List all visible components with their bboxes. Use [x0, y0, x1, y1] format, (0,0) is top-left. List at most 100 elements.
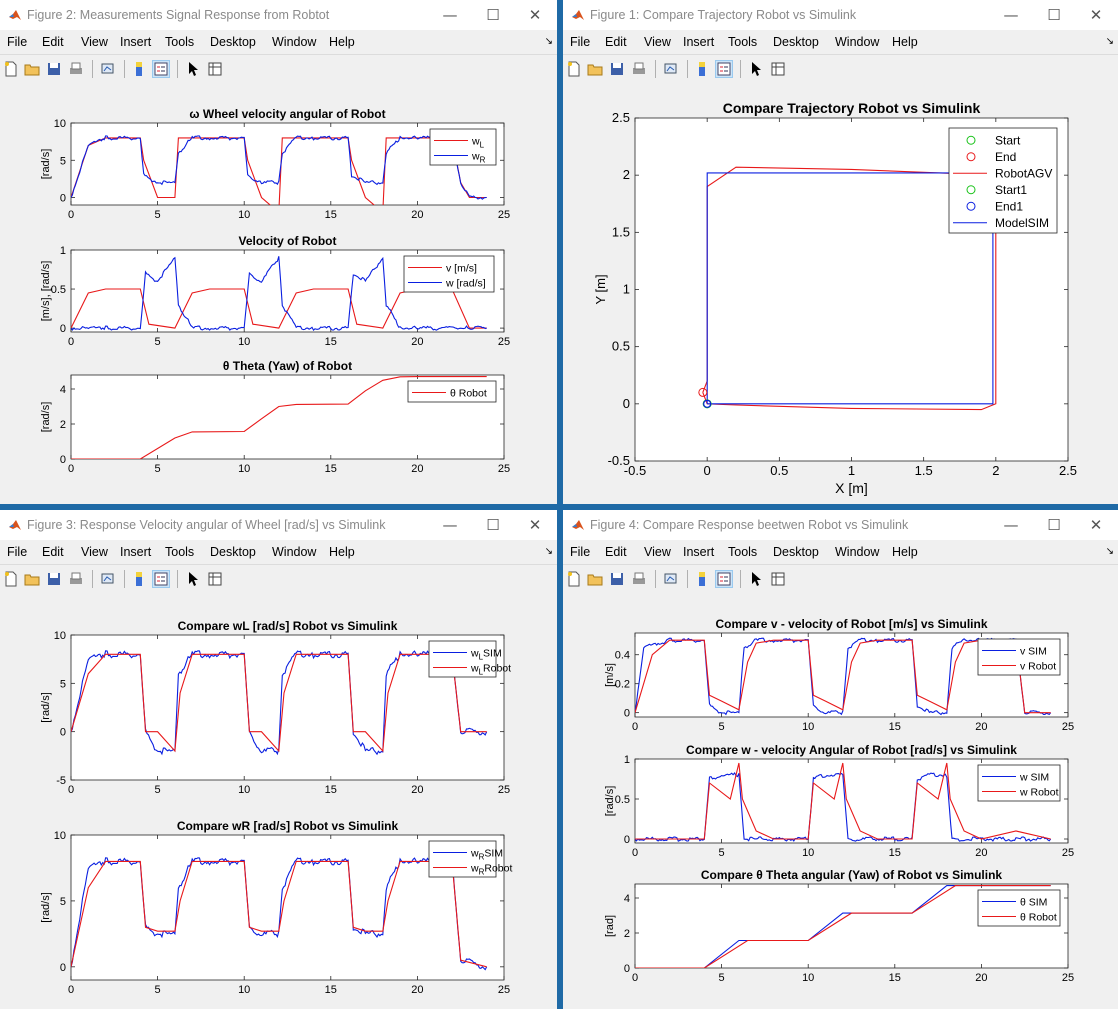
new-figure-icon[interactable]: [3, 571, 19, 587]
menu-tools[interactable]: Tools: [165, 35, 195, 49]
legend[interactable]: [977, 889, 1061, 927]
insert-colorbar-icon[interactable]: [131, 571, 147, 587]
menu-window[interactable]: Window: [835, 545, 880, 559]
menu-view[interactable]: View: [81, 545, 108, 559]
maximize-button[interactable]: ☐: [486, 516, 500, 534]
insert-legend-icon[interactable]: [715, 570, 733, 588]
save-icon[interactable]: [46, 61, 62, 77]
open-file-icon[interactable]: [587, 571, 603, 587]
menu-view[interactable]: View: [644, 35, 671, 49]
print-icon[interactable]: [68, 571, 84, 587]
menu-insert[interactable]: Insert: [120, 545, 152, 559]
menu-desktop[interactable]: Desktop: [773, 545, 819, 559]
legend[interactable]: [977, 638, 1061, 676]
maximize-button[interactable]: ☐: [486, 6, 500, 24]
menu-view[interactable]: View: [644, 545, 671, 559]
menu-insert[interactable]: Insert: [683, 545, 715, 559]
legend[interactable]: [428, 840, 497, 878]
minimize-button[interactable]: —: [1003, 6, 1019, 24]
menu-help[interactable]: Help: [892, 35, 918, 49]
open-file-icon[interactable]: [24, 61, 40, 77]
link-plot-icon[interactable]: [100, 61, 116, 77]
save-icon[interactable]: [609, 571, 625, 587]
insert-colorbar-icon[interactable]: [694, 571, 710, 587]
print-icon[interactable]: [631, 61, 647, 77]
legend[interactable]: [977, 764, 1061, 802]
x-tick-label: 20: [975, 721, 987, 733]
link-plot-icon[interactable]: [100, 571, 116, 587]
close-button[interactable]: ✕: [528, 516, 542, 534]
menu-desktop[interactable]: Desktop: [773, 35, 819, 49]
menu-file[interactable]: File: [7, 35, 28, 49]
plot-area[interactable]: [70, 634, 505, 781]
open-file-icon[interactable]: [587, 61, 603, 77]
dock-arrow-icon[interactable]: ↘: [544, 546, 553, 557]
new-figure-icon[interactable]: [566, 61, 582, 77]
dock-arrow-icon[interactable]: ↘: [1105, 546, 1114, 557]
menu-help[interactable]: Help: [892, 545, 918, 559]
toolbar: [0, 54, 557, 84]
insert-legend-icon[interactable]: [715, 60, 733, 78]
legend[interactable]: [948, 127, 1058, 234]
legend[interactable]: [403, 255, 495, 293]
y-tick-label: 10: [54, 630, 66, 642]
menu-edit[interactable]: Edit: [42, 545, 64, 559]
property-inspector-icon[interactable]: [770, 61, 786, 77]
edit-plot-icon[interactable]: [748, 61, 764, 77]
menu-tools[interactable]: Tools: [165, 545, 195, 559]
open-file-icon[interactable]: [24, 571, 40, 587]
menu-insert[interactable]: Insert: [683, 35, 715, 49]
link-plot-icon[interactable]: [663, 61, 679, 77]
insert-legend-icon[interactable]: [152, 60, 170, 78]
edit-plot-icon[interactable]: [185, 571, 201, 587]
legend-marker: [966, 201, 976, 211]
menu-insert[interactable]: Insert: [120, 35, 152, 49]
y-tick-label: 2: [623, 167, 630, 182]
menu-edit[interactable]: Edit: [42, 35, 64, 49]
menu-window[interactable]: Window: [272, 35, 317, 49]
save-icon[interactable]: [46, 571, 62, 587]
menu-file[interactable]: File: [7, 545, 28, 559]
print-icon[interactable]: [631, 571, 647, 587]
new-figure-icon[interactable]: [566, 571, 582, 587]
close-button[interactable]: ✕: [1089, 516, 1103, 534]
minimize-button[interactable]: —: [442, 6, 458, 24]
menu-view[interactable]: View: [81, 35, 108, 49]
menu-desktop[interactable]: Desktop: [210, 35, 256, 49]
property-inspector-icon[interactable]: [770, 571, 786, 587]
menu-help[interactable]: Help: [329, 35, 355, 49]
maximize-button[interactable]: ☐: [1047, 516, 1061, 534]
menu-tools[interactable]: Tools: [728, 35, 758, 49]
legend[interactable]: [428, 640, 497, 678]
maximize-button[interactable]: ☐: [1047, 6, 1061, 24]
edit-plot-icon[interactable]: [185, 61, 201, 77]
legend[interactable]: [429, 128, 497, 166]
x-tick-label: 5: [155, 463, 161, 475]
close-button[interactable]: ✕: [528, 6, 542, 24]
insert-colorbar-icon[interactable]: [131, 61, 147, 77]
save-icon[interactable]: [609, 61, 625, 77]
legend[interactable]: [407, 380, 497, 403]
minimize-button[interactable]: —: [442, 516, 458, 534]
insert-colorbar-icon[interactable]: [694, 61, 710, 77]
menu-tools[interactable]: Tools: [728, 545, 758, 559]
menu-window[interactable]: Window: [835, 35, 880, 49]
dock-arrow-icon[interactable]: ↘: [544, 36, 553, 47]
menu-file[interactable]: File: [570, 545, 591, 559]
property-inspector-icon[interactable]: [207, 61, 223, 77]
menu-window[interactable]: Window: [272, 545, 317, 559]
minimize-button[interactable]: —: [1003, 516, 1019, 534]
new-figure-icon[interactable]: [3, 61, 19, 77]
menu-help[interactable]: Help: [329, 545, 355, 559]
dock-arrow-icon[interactable]: ↘: [1105, 36, 1114, 47]
print-icon[interactable]: [68, 61, 84, 77]
menu-desktop[interactable]: Desktop: [210, 545, 256, 559]
menu-edit[interactable]: Edit: [605, 35, 627, 49]
insert-legend-icon[interactable]: [152, 570, 170, 588]
link-plot-icon[interactable]: [663, 571, 679, 587]
property-inspector-icon[interactable]: [207, 571, 223, 587]
edit-plot-icon[interactable]: [748, 571, 764, 587]
menu-file[interactable]: File: [570, 35, 591, 49]
menu-edit[interactable]: Edit: [605, 545, 627, 559]
close-button[interactable]: ✕: [1089, 6, 1103, 24]
